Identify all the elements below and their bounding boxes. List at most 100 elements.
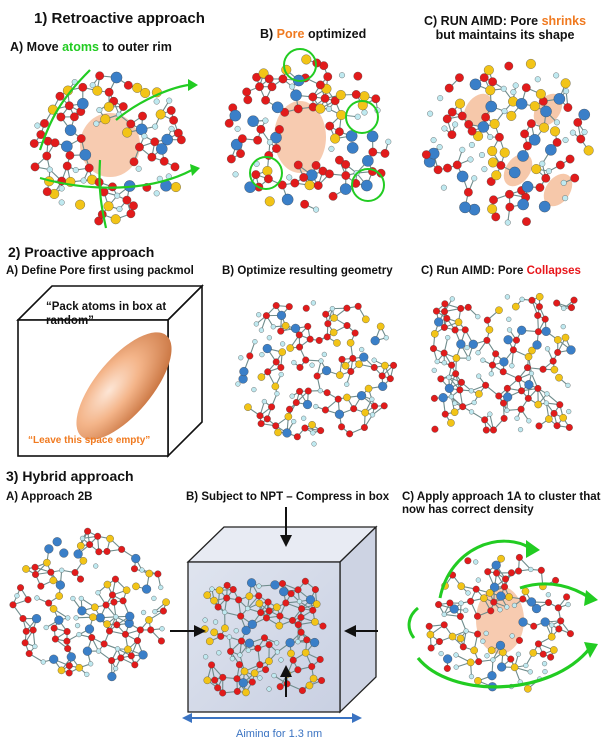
atom — [264, 174, 273, 184]
atom — [126, 209, 136, 219]
atom — [368, 147, 378, 157]
atom — [341, 361, 350, 370]
atom — [320, 94, 330, 103]
atom — [107, 671, 117, 682]
atom — [524, 380, 534, 390]
atom — [294, 621, 302, 629]
atom — [366, 130, 379, 143]
atom — [489, 118, 500, 129]
atom — [247, 578, 257, 588]
atom — [308, 663, 316, 671]
atom — [557, 617, 565, 625]
atom — [463, 187, 473, 197]
compress-arrow-top — [280, 507, 292, 547]
atom — [489, 426, 497, 434]
atom — [242, 87, 252, 97]
atom — [501, 583, 509, 591]
atom — [262, 666, 270, 674]
atom — [459, 403, 467, 411]
atom — [82, 646, 92, 656]
atom — [495, 640, 506, 650]
atom — [152, 609, 158, 615]
atom — [472, 585, 480, 593]
atom — [241, 625, 251, 635]
atom — [301, 648, 310, 657]
atom — [553, 72, 560, 79]
atom — [226, 634, 232, 640]
atom — [526, 597, 537, 607]
atom — [351, 329, 359, 337]
atom — [506, 316, 512, 322]
atom — [280, 107, 290, 117]
atom — [59, 567, 65, 573]
atom — [547, 653, 555, 661]
atom — [552, 138, 562, 147]
atom — [456, 170, 469, 183]
atom — [343, 322, 351, 330]
atom — [300, 199, 310, 209]
atom — [55, 580, 65, 590]
atom — [431, 367, 437, 373]
atom — [286, 405, 294, 413]
atom — [247, 115, 259, 127]
atom — [244, 181, 256, 193]
atom — [566, 345, 576, 355]
atom — [259, 352, 265, 358]
atom — [317, 388, 323, 394]
atom — [441, 300, 449, 308]
atom — [110, 598, 118, 606]
atom — [487, 204, 498, 214]
atom — [299, 173, 309, 182]
atom — [447, 419, 455, 427]
atom — [484, 653, 490, 659]
atom — [455, 73, 464, 83]
atom — [485, 85, 496, 96]
atom — [457, 305, 465, 312]
atom — [512, 82, 519, 89]
atom — [468, 339, 478, 349]
atom — [432, 307, 440, 315]
atom — [306, 169, 318, 181]
atom — [330, 133, 341, 144]
atom — [203, 676, 212, 685]
atom — [499, 147, 510, 158]
atom — [474, 630, 482, 638]
atom — [210, 628, 218, 637]
atom — [119, 597, 127, 605]
atom — [205, 637, 214, 646]
atom — [569, 129, 576, 136]
atom — [554, 604, 562, 612]
atom — [102, 601, 110, 609]
atom — [453, 652, 459, 658]
atom — [141, 133, 148, 140]
atom — [454, 318, 463, 326]
atom — [89, 82, 96, 89]
atom — [488, 371, 494, 377]
atom — [529, 649, 537, 657]
atom — [562, 137, 569, 143]
atom — [227, 647, 235, 655]
atom — [511, 602, 518, 608]
atom — [318, 677, 326, 684]
section1-title: 1) Retroactive approach — [34, 10, 205, 27]
atom — [442, 114, 452, 124]
atom — [440, 349, 448, 357]
atom — [268, 403, 276, 411]
atom — [505, 189, 514, 199]
atom — [468, 409, 475, 415]
atom — [59, 548, 69, 558]
atom — [95, 548, 103, 556]
atom — [278, 371, 284, 378]
atom — [521, 180, 534, 193]
atom — [22, 565, 30, 573]
atom — [506, 110, 517, 121]
atom — [110, 214, 121, 225]
atom — [576, 134, 586, 144]
atom — [271, 673, 277, 679]
atom — [281, 193, 294, 206]
atom — [257, 420, 265, 428]
atom — [65, 662, 73, 670]
atom — [474, 677, 482, 685]
atom — [467, 156, 474, 163]
atom — [440, 323, 448, 331]
